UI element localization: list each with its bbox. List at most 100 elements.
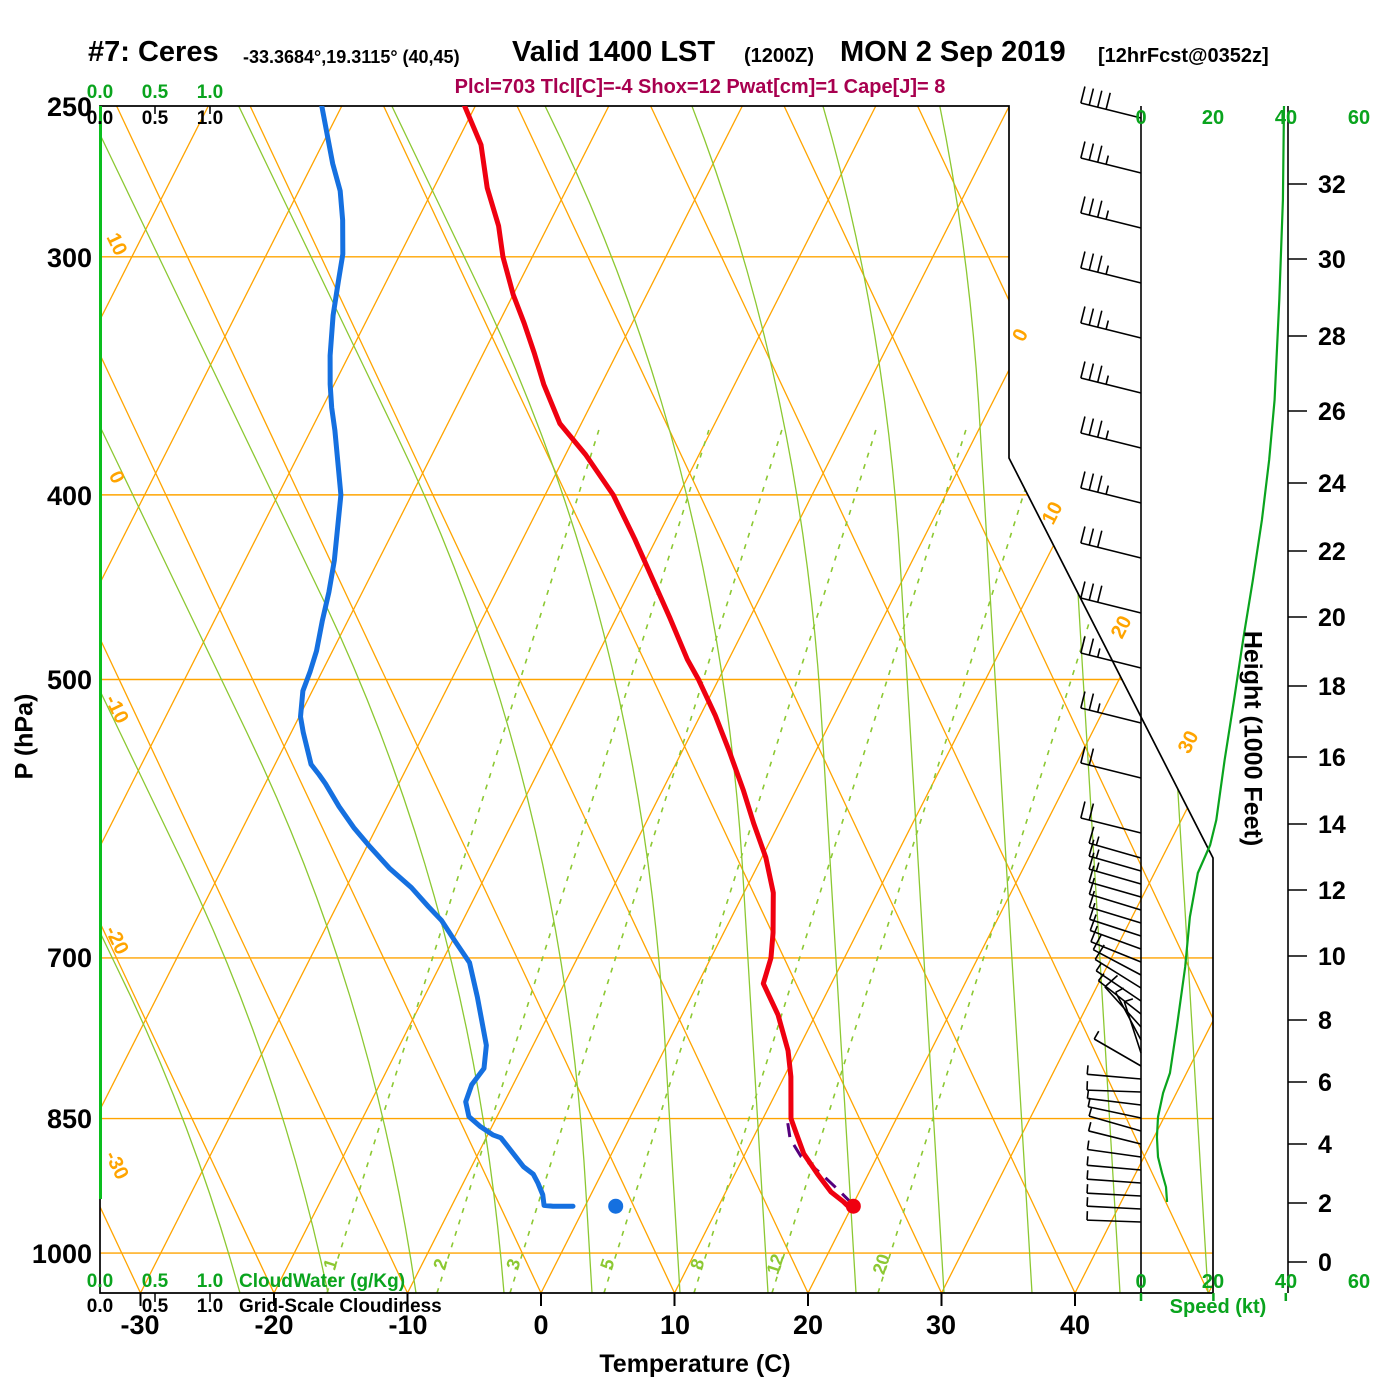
height-tick-label: 22 (1318, 538, 1346, 566)
height-tick-label: 10 (1318, 943, 1346, 971)
pressure-tick-250: 250 (46, 92, 92, 122)
surface-temperature-dot (845, 1198, 861, 1214)
parcel-parameters-line: Plcl=703 Tlcl[C]=-4 Shox=12 Pwat[cm]=1 C… (454, 76, 946, 98)
cloudiness-scale-top-1: 1.0 (196, 108, 224, 129)
isotherm-line (100, 106, 610, 1293)
dry-adiabat-line (383, 106, 943, 1293)
dry-adiabat-line (116, 106, 676, 1293)
cloudiness-scale-top-05: 0.5 (141, 108, 169, 129)
height-tick-label: 20 (1318, 604, 1346, 632)
dry-adiabat-edge-label: 0 (104, 468, 129, 488)
temp-tick--30: -30 (120, 1310, 160, 1340)
dry-adiabat-line (783, 106, 1213, 1293)
height-tick-label: 30 (1318, 246, 1346, 274)
dry-adiabat-line (1184, 106, 1213, 1293)
pressure-tick-700: 700 (46, 943, 92, 973)
speed-scale-bottom-0: 0 (1135, 1271, 1147, 1293)
isotherm-line (940, 106, 1213, 1293)
dry-adiabat-edge-label: -20 (100, 923, 132, 959)
temperature-axis-label: Temperature (C) (599, 1350, 791, 1378)
height-tick-label: 12 (1318, 877, 1346, 905)
cloudiness-scale-bottom-0: 0.0 (86, 1296, 114, 1317)
isotherm-line (1342, 106, 1400, 1293)
temp-tick-10: 10 (659, 1310, 691, 1340)
title-station: #7: Ceres (88, 36, 219, 68)
background-grid (0, 106, 1400, 1293)
height-tick-label: 4 (1318, 1131, 1332, 1159)
isotherm-edge-label: 0 (1008, 325, 1033, 345)
speed-scale-top-40: 40 (1274, 107, 1298, 129)
isotherm-line (1074, 106, 1213, 1293)
moist-adiabat-line (237, 106, 593, 1293)
mixing-ratio-line (436, 429, 710, 1293)
speed-scale-top-60: 60 (1347, 107, 1371, 129)
dry-adiabat-line (650, 106, 1210, 1293)
cloudiness-scale-top-0: 0.0 (86, 108, 114, 129)
height-tick-label: 26 (1318, 398, 1346, 426)
isotherm-line (673, 106, 1213, 1293)
title-coordinates: -33.3684°,19.3115° (40,45) (243, 47, 460, 67)
dry-adiabat-edge-label: -30 (100, 1148, 132, 1184)
speed-scale-bottom-20: 20 (1201, 1271, 1225, 1293)
height-tick-label: 24 (1318, 470, 1346, 498)
pressure-tick-1000: 1000 (31, 1239, 92, 1269)
height-tick-label: 6 (1318, 1069, 1332, 1097)
height-tick-label: 8 (1318, 1007, 1332, 1035)
temp-tick-40: 40 (1059, 1310, 1091, 1340)
isotherm-line (100, 106, 209, 1293)
height-tick-label: 2 (1318, 1190, 1332, 1218)
speed-scale-bottom-40: 40 (1274, 1271, 1298, 1293)
cloudiness-axis-label: Grid-Scale Cloudiness (239, 1296, 442, 1317)
dry-adiabat-line (516, 106, 1076, 1293)
moist-adiabat-line (100, 106, 329, 1293)
moist-adiabat-line (100, 106, 417, 1293)
pressure-tick-850: 850 (46, 1104, 92, 1134)
moist-adiabat-line (822, 106, 945, 1293)
pressure-tick-500: 500 (46, 665, 92, 695)
moist-adiabat-line (100, 106, 241, 1293)
cloudiness-scale-bottom-1: 1.0 (196, 1296, 224, 1317)
speed-axis-label: Speed (kt) (1169, 1296, 1267, 1318)
height-tick-label: 0 (1318, 1249, 1332, 1277)
isotherm-line (807, 106, 1213, 1293)
height-tick-label: 28 (1318, 323, 1346, 351)
moist-adiabat-line (1136, 106, 1209, 1293)
cloudiness-scale-bottom-05: 0.5 (141, 1296, 169, 1317)
wind-barbs (1080, 86, 1142, 1223)
dry-adiabat-line (100, 106, 542, 1293)
isotherm-line (540, 106, 1144, 1293)
cloudwater-axis-label: CloudWater (g/Kg) (239, 1271, 406, 1292)
plot-frame (99, 105, 1214, 1294)
height-tick-label: 32 (1318, 171, 1346, 199)
height-tick-label: 18 (1318, 673, 1346, 701)
isotherm-edge-label: 20 (1107, 612, 1137, 642)
dry-adiabat-line (0, 106, 7, 1293)
height-tick-label: 14 (1318, 811, 1346, 839)
temp-tick--10: -10 (388, 1310, 428, 1340)
moist-adiabat-line (100, 106, 505, 1293)
pressure-tick-400: 400 (46, 481, 92, 511)
speed-scale-top-0: 0 (1135, 107, 1147, 129)
temperature-profile-line (462, 106, 850, 1208)
cloudwater-scale-top-0: 0.0 (86, 82, 114, 103)
moist-adiabat-line (390, 106, 681, 1293)
isotherm-line (139, 106, 743, 1293)
wind-speed-profile-line (1155, 105, 1286, 1203)
isotherm-line (273, 106, 877, 1293)
dry-adiabat-line (100, 106, 275, 1293)
title-date: MON 2 Sep 2019 (840, 36, 1066, 68)
height-axis-label: Height (1000 Feet) (1238, 630, 1267, 847)
dry-adiabat-line (249, 106, 809, 1293)
cloudwater-scale-top-1: 1.0 (196, 82, 224, 103)
cloudwater-scale-bottom-0: 0.0 (86, 1271, 114, 1292)
moist-adiabat-line (938, 106, 1033, 1293)
temp-tick--20: -20 (254, 1310, 294, 1340)
isotherm-line (100, 106, 343, 1293)
temp-tick-30: 30 (925, 1310, 957, 1340)
dry-adiabat-line (1050, 106, 1213, 1293)
pressure-tick-300: 300 (46, 243, 92, 273)
temp-tick-0: 0 (533, 1310, 549, 1340)
cloudwater-scale-bottom-05: 0.5 (141, 1271, 169, 1292)
